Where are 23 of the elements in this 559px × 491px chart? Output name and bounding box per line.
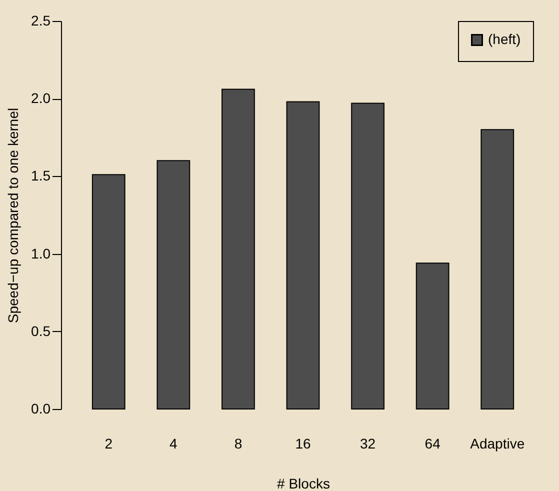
y-tick-label: 2.5 bbox=[31, 12, 51, 28]
x-tick-label: 64 bbox=[424, 436, 441, 452]
x-tick-label: 2 bbox=[104, 436, 113, 452]
y-axis-title: Speed−up compared to one kernel bbox=[5, 108, 22, 324]
x-axis-title: # Blocks bbox=[277, 476, 330, 491]
x-tick-label: 32 bbox=[360, 436, 376, 452]
y-tick-label: 2.0 bbox=[31, 90, 51, 106]
bar bbox=[92, 174, 126, 410]
y-tick-label: 0.0 bbox=[31, 400, 51, 416]
bar bbox=[222, 88, 255, 410]
x-tick-label: 16 bbox=[295, 436, 311, 452]
bar bbox=[156, 160, 190, 410]
bar bbox=[416, 262, 450, 410]
bar bbox=[286, 101, 320, 410]
bar bbox=[480, 129, 514, 410]
y-tick-label: 1.5 bbox=[31, 168, 51, 184]
y-tick-label: 0.5 bbox=[31, 322, 51, 339]
bar bbox=[351, 102, 384, 410]
x-tick-label: 8 bbox=[234, 436, 242, 452]
y-tick-label: 1.0 bbox=[31, 245, 51, 262]
legend-label: (heft) bbox=[488, 31, 521, 47]
x-tick-label: Adaptive bbox=[470, 436, 525, 452]
x-tick-label: 4 bbox=[170, 436, 178, 452]
